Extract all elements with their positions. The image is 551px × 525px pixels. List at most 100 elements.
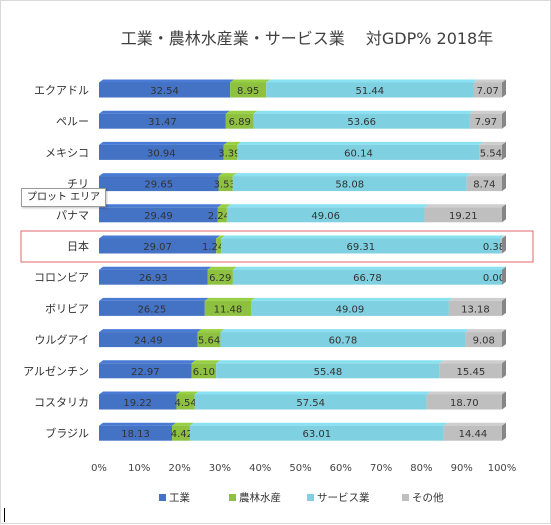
data-label: 26.25 — [138, 304, 167, 315]
category-label: コスタリカ — [34, 396, 89, 409]
data-label: 6.89 — [229, 117, 251, 128]
data-label: 9.08 — [473, 336, 495, 347]
bar-segment — [500, 238, 502, 254]
bar-segment — [204, 300, 252, 316]
legend-label: その他 — [412, 491, 444, 504]
bar-segment — [443, 425, 502, 441]
bar-top-face — [216, 235, 226, 239]
bar-segment — [226, 207, 425, 223]
x-tick-label: 80% — [410, 463, 432, 474]
bar-segment — [197, 332, 221, 348]
bar-segment — [218, 176, 233, 192]
bar-side-face — [502, 204, 506, 223]
data-label: 7.07 — [477, 86, 499, 97]
data-label: 4.54 — [174, 398, 196, 409]
bar-side-face — [502, 297, 506, 316]
legend-label: 工業 — [169, 491, 190, 504]
data-label: 6.29 — [209, 273, 231, 284]
bar-side-face — [502, 329, 506, 348]
bar-top-face — [424, 204, 506, 208]
bar-segment — [237, 144, 480, 160]
bar-top-face — [479, 141, 506, 145]
bar-top-face — [443, 422, 506, 426]
data-label: 6.10 — [193, 367, 215, 378]
bar-top-face — [448, 297, 506, 301]
category-label: ペルー — [56, 115, 89, 128]
legend-swatch — [229, 494, 236, 501]
bar-segment — [216, 363, 440, 379]
legend-label: 農林水産 — [239, 491, 281, 504]
bar-segment — [189, 425, 444, 441]
data-label: 31.47 — [148, 117, 177, 128]
bar-segment — [99, 300, 205, 316]
bar-top-face — [251, 297, 453, 301]
bar-top-face — [266, 79, 478, 83]
bar-top-face — [500, 235, 506, 239]
category-label: チリ — [67, 178, 89, 191]
bar-top-face — [99, 79, 235, 83]
bar-top-face — [176, 391, 199, 395]
bar-top-face — [197, 329, 225, 333]
bar-segment — [230, 82, 267, 98]
bar-top-face — [221, 235, 505, 239]
bar-segment — [99, 425, 173, 441]
bar-top-face — [473, 79, 506, 83]
data-label: 4.42 — [171, 429, 193, 440]
bar-segment — [99, 144, 224, 160]
x-tick-label: 0% — [91, 463, 107, 474]
x-tick-label: 60% — [330, 463, 352, 474]
bar-top-face — [225, 110, 258, 114]
bar-top-face — [99, 204, 222, 208]
legend[interactable]: 工業 農林水産 サービス業 その他 — [159, 491, 444, 504]
bar-segment — [469, 113, 502, 129]
bar-top-face — [99, 297, 209, 301]
data-label: 19.22 — [123, 398, 152, 409]
x-tick-label: 20% — [168, 463, 190, 474]
data-label: 7.97 — [475, 117, 497, 128]
data-label: 55.48 — [314, 367, 343, 378]
bar-top-face — [172, 422, 194, 426]
data-label: 58.08 — [335, 180, 364, 191]
bar-side-face — [502, 79, 506, 98]
category-label: パナマ — [56, 209, 89, 222]
bar-top-face — [253, 110, 474, 114]
data-label: 0.00 — [483, 273, 505, 284]
highlight-box — [20, 230, 534, 263]
x-tick-label: 70% — [370, 463, 392, 474]
bar-segment — [99, 113, 226, 129]
bar-segment — [172, 425, 190, 441]
bar-segment — [232, 176, 467, 192]
bar-top-face — [232, 173, 471, 177]
x-tick-label: 30% — [209, 463, 231, 474]
bar-top-face — [216, 360, 444, 364]
bar-top-face — [220, 329, 470, 333]
bar-top-face — [99, 110, 230, 114]
x-tick-label: 50% — [289, 463, 311, 474]
bar-side-face — [502, 422, 506, 441]
data-label: 3.53 — [214, 180, 236, 191]
data-label: 8.95 — [237, 86, 259, 97]
data-label: 3.39 — [218, 148, 240, 159]
data-label: 60.14 — [344, 148, 373, 159]
bar-segment — [191, 363, 217, 379]
data-label: 53.66 — [347, 117, 376, 128]
bar-top-face — [207, 266, 237, 270]
bar-segment — [99, 207, 218, 223]
data-label: 18.70 — [450, 398, 479, 409]
data-label: 5.54 — [480, 148, 502, 159]
data-label: 1.24 — [202, 242, 224, 253]
category-label: エクアドル — [34, 84, 89, 97]
bar-side-face — [502, 391, 506, 410]
bar-segment — [99, 363, 192, 379]
plot-area[interactable]: 0% 10% 20% 30% 40% 50% 60% 70% 80% 90% 100% エクアドル 32… — [20, 79, 534, 475]
bar-top-face — [218, 173, 237, 177]
data-label: 13.18 — [461, 304, 490, 315]
bar-top-face — [189, 422, 448, 426]
legend-swatch — [402, 494, 409, 501]
bar-top-face — [226, 204, 429, 208]
bar-segment — [232, 269, 503, 285]
bar-top-face — [426, 391, 506, 395]
bar-top-face — [99, 141, 228, 145]
